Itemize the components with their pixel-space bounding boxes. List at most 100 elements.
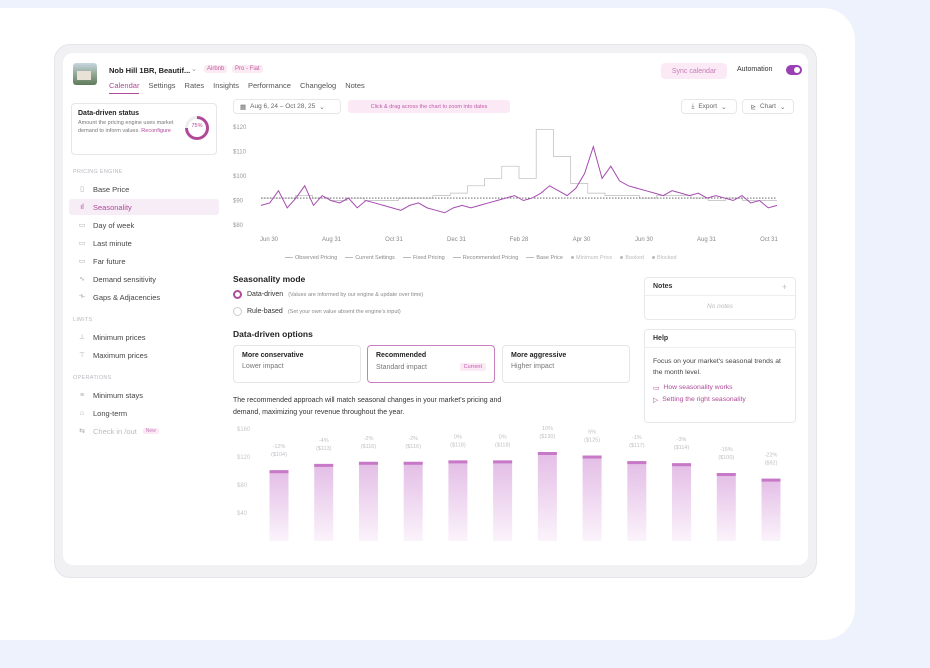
- season-bar-cap: [537, 452, 557, 455]
- calendar-icon: ▭: [78, 222, 86, 229]
- export-button[interactable]: ⤓ Export ⌄: [681, 99, 737, 114]
- automation-toggle[interactable]: [786, 65, 802, 75]
- legend-item[interactable]: Recommended Pricing: [452, 255, 518, 261]
- y-tick-label: $110: [233, 150, 247, 156]
- section-pricing-engine: PRICING ENGINE: [73, 169, 123, 175]
- x-tick-label: Oct 31: [760, 237, 778, 243]
- tab-changelog[interactable]: Changelog: [299, 81, 337, 90]
- sidebar-item-label: Maximum prices: [93, 350, 148, 360]
- tab-settings[interactable]: Settings: [148, 81, 176, 90]
- wave-icon: ∿: [79, 276, 85, 283]
- help-link-setting-seasonality[interactable]: ▷ Setting the right seasonality: [645, 396, 795, 404]
- sidebar-item-day-of-week[interactable]: ▭ Day of week: [69, 217, 219, 233]
- season-price-label: ($125): [584, 438, 600, 444]
- sidebar-item-gaps[interactable]: ⟛ Gaps & Adjacencies: [69, 289, 219, 305]
- export-label: Export: [698, 103, 718, 110]
- chevron-down-icon: ⌄: [779, 103, 786, 111]
- legend-swatch: [570, 256, 574, 260]
- tab-insights[interactable]: Insights: [213, 81, 239, 90]
- date-range-text: Aug 6, 24 – Oct 28, 25: [250, 103, 316, 110]
- season-bar: [358, 461, 378, 541]
- sidebar-item-base-price[interactable]: ▯ Base Price: [69, 181, 219, 197]
- mode-data-driven[interactable]: Data-driven (Values are informed by our …: [233, 290, 423, 299]
- status-title: Data-driven status: [78, 110, 140, 117]
- sidebar-item-minimum-prices[interactable]: ⊥ Minimum prices: [69, 329, 219, 345]
- play-icon: ▷: [653, 397, 659, 404]
- sidebar-item-seasonality[interactable]: ıl Seasonality: [69, 199, 219, 215]
- listing-thumbnail[interactable]: [73, 63, 97, 85]
- mode-rule-based[interactable]: Rule-based (Set your own value absent th…: [233, 307, 401, 316]
- season-bar: [493, 460, 513, 541]
- season-price-label: ($130): [539, 434, 555, 440]
- mode-label: Data-driven: [247, 291, 284, 298]
- tab-rates[interactable]: Rates: [184, 81, 205, 90]
- option-recommended[interactable]: Recommended Standard impact Current: [367, 345, 495, 383]
- legend-item[interactable]: Base Price: [526, 255, 563, 261]
- y-tick-label: $100: [233, 174, 247, 180]
- legend-item[interactable]: Booked: [620, 255, 644, 261]
- season-bar-cap: [358, 461, 378, 465]
- plan-badge: Pro - Fiat: [232, 65, 263, 73]
- sidebar-item-far-future[interactable]: ▭ Far future: [69, 253, 219, 269]
- chart-type-button[interactable]: ⊵ Chart ⌄: [742, 99, 794, 114]
- current-settings-line: [261, 129, 777, 201]
- bar-y-tick-label: $40: [237, 511, 248, 517]
- sidebar-item-label: Far future: [93, 256, 126, 266]
- option-name: More conservative: [242, 352, 304, 359]
- add-note-icon[interactable]: +: [781, 281, 787, 292]
- help-text: Focus on your market's seasonal trends a…: [653, 358, 781, 376]
- help-panel: Help Focus on your market's seasonal tre…: [644, 329, 796, 423]
- help-link-how-seasonality[interactable]: ▭ How seasonality works: [645, 384, 795, 392]
- sidebar-item-maximum-prices[interactable]: ⊤ Maximum prices: [69, 347, 219, 363]
- legend-item[interactable]: Blocked: [652, 255, 677, 261]
- season-pct-label: 0%: [454, 434, 462, 440]
- sidebar-item-check-in-out[interactable]: ⇆ Check in /out New: [69, 423, 219, 439]
- legend-swatch: [345, 257, 354, 259]
- legend-label: Booked: [625, 255, 645, 261]
- season-bar-cap: [403, 461, 423, 465]
- sync-calendar-button[interactable]: Sync calendar: [661, 63, 727, 79]
- sidebar-item-long-term[interactable]: ⌂ Long-term: [69, 405, 219, 421]
- option-conservative[interactable]: More conservative Lower impact: [233, 345, 361, 383]
- observed-pricing-line: [260, 144, 778, 214]
- date-range-picker[interactable]: ▦ Aug 6, 24 – Oct 28, 25 ⌄: [233, 99, 341, 114]
- season-pct-label: -12%: [273, 444, 286, 450]
- chevron-down-icon[interactable]: ⌄: [191, 66, 197, 73]
- bar-chart-icon: ıl: [80, 203, 84, 211]
- tab-calendar[interactable]: Calendar: [109, 81, 140, 94]
- tab-bar: Calendar Settings Rates Insights Perform…: [109, 81, 365, 94]
- season-bar-cap: [269, 470, 289, 474]
- option-aggressive[interactable]: More aggressive Higher impact: [502, 345, 630, 383]
- radio-unselected[interactable]: [233, 307, 242, 316]
- current-badge: Current: [459, 363, 486, 371]
- season-bar-cap: [672, 463, 692, 467]
- legend-item[interactable]: Observed Pricing: [285, 255, 337, 261]
- sidebar-item-demand-sensitivity[interactable]: ∿ Demand sensitivity: [69, 271, 219, 287]
- legend-label: Blocked: [657, 255, 677, 261]
- recommendation-explanation: The recommended approach will match seas…: [233, 397, 502, 416]
- legend-item[interactable]: Minimum Price: [570, 255, 612, 261]
- season-bar-cap: [761, 478, 781, 482]
- chevron-down-icon: ⌄: [319, 103, 325, 111]
- sidebar-item-minimum-stays[interactable]: ≡ Minimum stays: [69, 387, 219, 403]
- price-chart[interactable]: $120 $110 $100 $90 $80 Jun 30 Aug 31 Oct 31 Dec …: [229, 117, 799, 252]
- tab-notes[interactable]: Notes: [345, 81, 365, 90]
- mode-note: (Values are informed by our engine & upd…: [288, 291, 424, 298]
- radio-selected[interactable]: [233, 290, 242, 299]
- legend-item[interactable]: Current Settings: [345, 255, 395, 261]
- legend-item[interactable]: Fixed Pricing: [402, 255, 445, 261]
- x-tick-label: Apr 30: [573, 237, 591, 243]
- season-bar-cap: [314, 463, 334, 467]
- season-pct-label: 10%: [542, 426, 553, 432]
- notes-panel: Notes + No notes: [644, 277, 796, 320]
- season-price-label: ($116): [405, 444, 421, 450]
- chevron-down-icon: ⌄: [721, 103, 727, 111]
- listing-header: Nob Hill 1BR, Beautif... ⌄ Airbnb Pro - …: [63, 53, 808, 97]
- listing-title[interactable]: Nob Hill 1BR, Beautif...: [109, 66, 191, 75]
- legend-swatch: [526, 257, 535, 259]
- tab-performance[interactable]: Performance: [248, 81, 291, 90]
- reconfigure-link[interactable]: Reconfigure: [141, 127, 171, 134]
- sidebar-item-last-minute[interactable]: ▭ Last minute: [69, 235, 219, 251]
- season-bar-cap: [582, 455, 602, 459]
- x-tick-label: Aug 31: [322, 237, 342, 243]
